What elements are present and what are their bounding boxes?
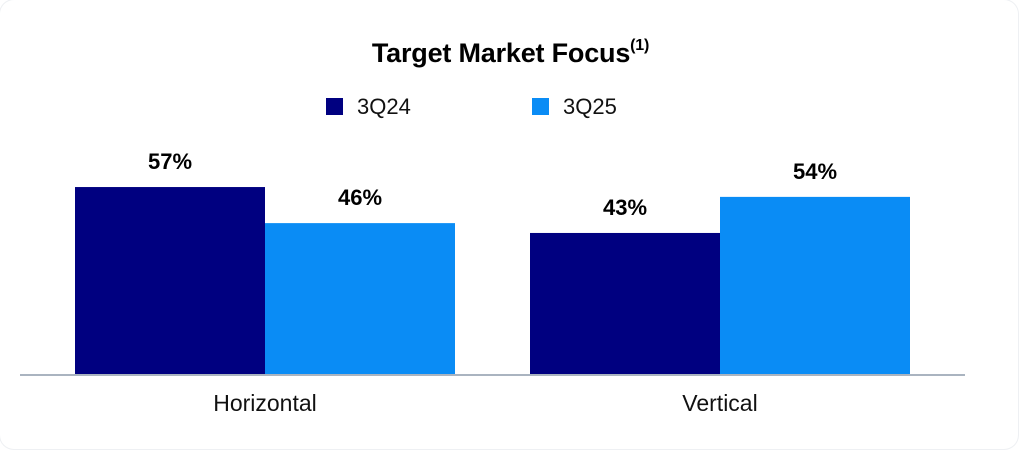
bar-horizontal-3q24	[75, 187, 265, 374]
bar-vertical-3q24	[530, 232, 720, 374]
legend-label-3q24: 3Q24	[357, 94, 411, 119]
category-label-vertical: Vertical	[682, 390, 757, 416]
legend-swatch-3q25	[532, 98, 549, 115]
value-label-horizontal-3q24: 57%	[148, 149, 192, 174]
bar-vertical-3q25	[720, 196, 910, 374]
value-label-horizontal-3q25: 46%	[338, 185, 382, 210]
value-label-vertical-3q25: 54%	[793, 159, 837, 184]
legend-label-3q25: 3Q25	[563, 94, 617, 119]
value-label-vertical-3q24: 43%	[603, 195, 647, 220]
category-label-horizontal: Horizontal	[213, 390, 317, 416]
chart-title-text: Target Market Focus	[371, 38, 631, 68]
chart-title-footnote: (1)	[630, 37, 650, 54]
legend-swatch-3q24	[326, 98, 343, 115]
chart-title: Target Market Focus(1)	[0, 37, 1021, 69]
bar-horizontal-3q25	[265, 223, 455, 374]
